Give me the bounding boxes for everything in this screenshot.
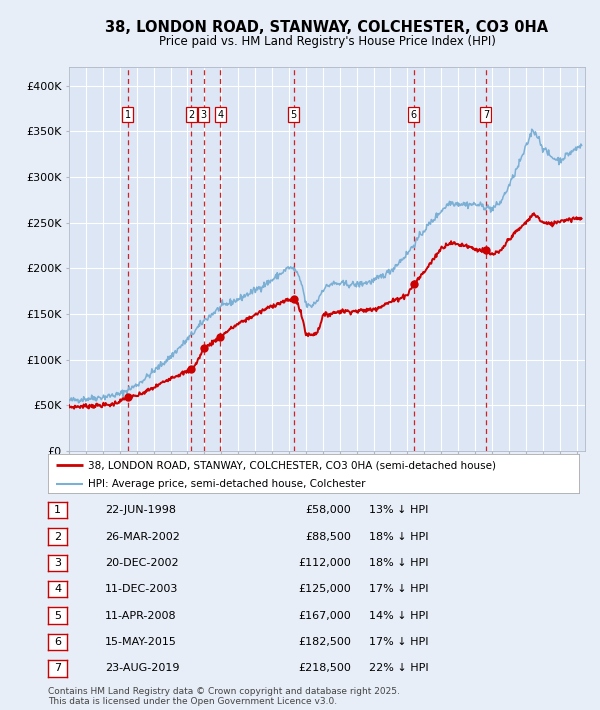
Text: 26-MAR-2002: 26-MAR-2002 xyxy=(105,532,180,542)
Text: 4: 4 xyxy=(54,584,61,594)
Text: 6: 6 xyxy=(54,637,61,647)
Text: £58,000: £58,000 xyxy=(305,506,351,515)
Text: 4: 4 xyxy=(217,110,223,120)
Text: 1: 1 xyxy=(125,110,131,120)
Text: 23-AUG-2019: 23-AUG-2019 xyxy=(105,663,179,673)
Text: 22-JUN-1998: 22-JUN-1998 xyxy=(105,506,176,515)
Text: 3: 3 xyxy=(201,110,207,120)
Text: 18% ↓ HPI: 18% ↓ HPI xyxy=(369,558,428,568)
Text: 15-MAY-2015: 15-MAY-2015 xyxy=(105,637,177,647)
Text: 22% ↓ HPI: 22% ↓ HPI xyxy=(369,663,428,673)
Text: 18% ↓ HPI: 18% ↓ HPI xyxy=(369,532,428,542)
Text: 5: 5 xyxy=(54,611,61,621)
Text: 14% ↓ HPI: 14% ↓ HPI xyxy=(369,611,428,621)
Text: 2: 2 xyxy=(188,110,194,120)
Text: 5: 5 xyxy=(290,110,297,120)
Text: 17% ↓ HPI: 17% ↓ HPI xyxy=(369,584,428,594)
Text: 20-DEC-2002: 20-DEC-2002 xyxy=(105,558,179,568)
Text: 38, LONDON ROAD, STANWAY, COLCHESTER, CO3 0HA (semi-detached house): 38, LONDON ROAD, STANWAY, COLCHESTER, CO… xyxy=(88,460,496,470)
Text: 11-DEC-2003: 11-DEC-2003 xyxy=(105,584,178,594)
Text: 2: 2 xyxy=(54,532,61,542)
Text: HPI: Average price, semi-detached house, Colchester: HPI: Average price, semi-detached house,… xyxy=(88,479,365,488)
Text: 11-APR-2008: 11-APR-2008 xyxy=(105,611,176,621)
Text: 6: 6 xyxy=(410,110,416,120)
Text: 17% ↓ HPI: 17% ↓ HPI xyxy=(369,637,428,647)
Text: 1: 1 xyxy=(54,506,61,515)
Text: 13% ↓ HPI: 13% ↓ HPI xyxy=(369,506,428,515)
Text: 3: 3 xyxy=(54,558,61,568)
Text: Contains HM Land Registry data © Crown copyright and database right 2025.
This d: Contains HM Land Registry data © Crown c… xyxy=(48,687,400,706)
Text: Price paid vs. HM Land Registry's House Price Index (HPI): Price paid vs. HM Land Registry's House … xyxy=(158,35,496,48)
Text: 7: 7 xyxy=(54,663,61,673)
Text: £182,500: £182,500 xyxy=(298,637,351,647)
Text: £125,000: £125,000 xyxy=(298,584,351,594)
Text: £88,500: £88,500 xyxy=(305,532,351,542)
Text: 38, LONDON ROAD, STANWAY, COLCHESTER, CO3 0HA: 38, LONDON ROAD, STANWAY, COLCHESTER, CO… xyxy=(106,20,548,35)
Text: £112,000: £112,000 xyxy=(298,558,351,568)
Text: 7: 7 xyxy=(483,110,489,120)
Text: £218,500: £218,500 xyxy=(298,663,351,673)
Text: £167,000: £167,000 xyxy=(298,611,351,621)
